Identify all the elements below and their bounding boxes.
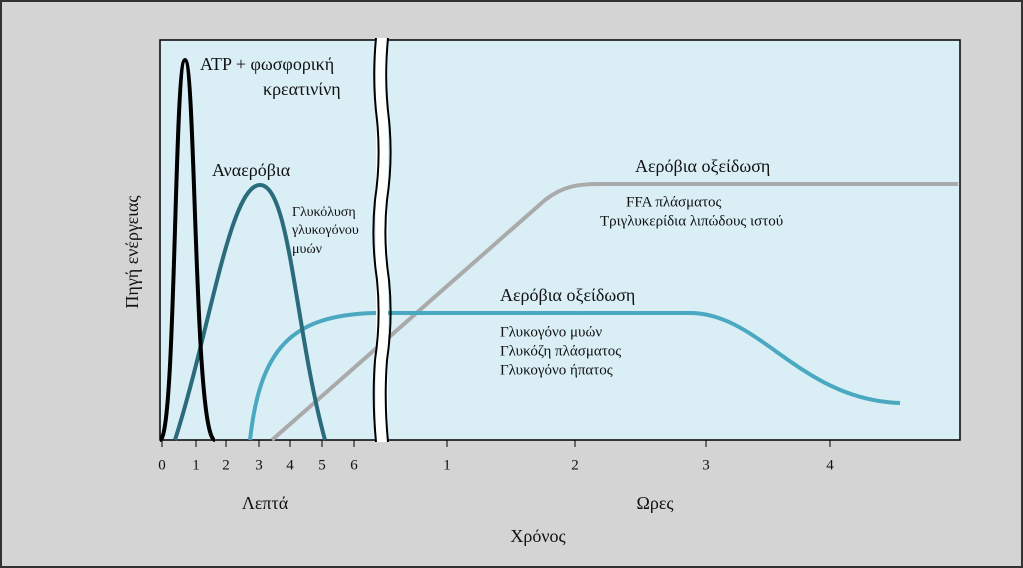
x-tick-label: 1 xyxy=(443,457,451,473)
x-tick-label: 2 xyxy=(571,457,579,473)
fat-oxidation-curve xyxy=(270,182,958,442)
x-tick-label: 1 xyxy=(192,457,200,473)
x-tick-label: 4 xyxy=(826,457,834,473)
minutes-label: Λεπτά xyxy=(242,493,289,513)
hours-label: Ωρες xyxy=(636,493,673,513)
anaerobic-curve xyxy=(173,182,327,441)
annotation-title: Αερόβια οξείδωση xyxy=(500,285,635,305)
annotation: Γλυκόλυση xyxy=(292,205,356,220)
annotation-title: Αερόβια οξείδωση xyxy=(635,156,770,176)
annotation: κρεατινίνη xyxy=(263,79,341,99)
x-tick-label: 0 xyxy=(158,457,166,473)
atp-curve xyxy=(158,57,217,442)
annotation: Γλυκόζη πλάσματος xyxy=(500,343,621,359)
plot-area xyxy=(159,39,961,441)
carb-oxidation-curve xyxy=(248,311,901,441)
x-tick-label: 4 xyxy=(286,457,294,473)
annotation: Τριγλυκερίδια λιπώδους ιστού xyxy=(600,213,783,229)
annotation: μυών xyxy=(292,242,322,257)
y-axis-label: Πηγή ενέργειας xyxy=(122,195,142,308)
annotation: ATP + φωσφορική xyxy=(200,54,334,74)
break-line xyxy=(384,37,392,443)
x-tick-label: 5 xyxy=(318,457,326,473)
x-tick-label: 2 xyxy=(222,457,230,473)
break-line xyxy=(372,37,380,443)
annotation-title: Αναερόβια xyxy=(212,160,291,180)
x-tick-label: 6 xyxy=(350,457,358,473)
annotation: γλυκογόνου xyxy=(291,223,359,238)
x-tick-label: 3 xyxy=(702,457,710,473)
x-axis-label: Χρόνος xyxy=(510,526,565,546)
annotation: Γλυκογόνο ήπατος xyxy=(500,362,613,378)
annotation: FFA πλάσματος xyxy=(626,194,722,210)
ticks: 0 1 2 3 4 5 6 1 2 3 4 xyxy=(158,440,834,473)
x-tick-label: 3 xyxy=(255,457,263,473)
annotation: Γλυκογόνο μυών xyxy=(500,324,602,340)
